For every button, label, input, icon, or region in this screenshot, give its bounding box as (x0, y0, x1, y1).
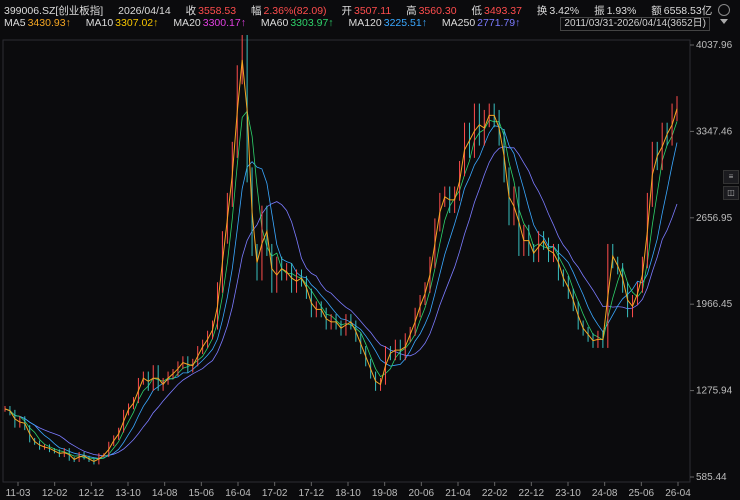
x-tick-label: 11-03 (6, 488, 31, 499)
x-tick-label: 21-04 (445, 488, 471, 499)
x-tick-label: 14-08 (152, 488, 178, 499)
x-tick-label: 16-04 (225, 488, 251, 499)
x-tick-label: 22-02 (482, 488, 508, 499)
ma20-label: MA20 (173, 17, 201, 29)
x-tick-label: 18-10 (335, 488, 361, 499)
x-tick-label: 24-08 (592, 488, 618, 499)
sidebar-button-2[interactable]: ◫ (723, 186, 739, 200)
date-label: 2026/04/14 (118, 5, 171, 17)
amount-value: 6558.53亿 (663, 5, 713, 17)
close-value: 3558.53 (198, 5, 237, 17)
x-tick-label: 12-02 (42, 488, 68, 499)
turnover-value: 3.42% (549, 5, 580, 17)
date-range-box[interactable]: 2011/03/31-2026/04/14(3652日) (560, 17, 710, 31)
price-series (4, 35, 678, 465)
amplitude-label: 振 (594, 5, 605, 17)
change-value: 2.36%(82.09) (263, 5, 327, 17)
ma60-value: 3303.97↑ (290, 17, 334, 29)
x-axis: 11-03 12-02 12-12 13-10 14-08 15-06 16-04 17-02… (6, 482, 691, 499)
chart-background (0, 32, 740, 500)
x-tick-label: 20-06 (409, 488, 435, 499)
ma-row: MA5 3430.93↑ MA10 3307.02↑ MA20 3300.17↑ MA… (4, 17, 522, 29)
y-tick-label: 4037.96 (696, 40, 733, 51)
price-chart[interactable]: 4037.96 3347.46 2656.95 1966.45 1275.94 585.4… (0, 32, 740, 500)
chart-grid (2, 39, 691, 483)
turnover-label: 换 (536, 5, 548, 17)
y-tick-label: 2656.95 (696, 213, 733, 224)
open-label: 开 (341, 5, 352, 17)
x-tick-label: 23-10 (555, 488, 581, 499)
ma10-value: 3307.02↑ (115, 17, 159, 29)
amplitude-value: 1.93% (606, 5, 637, 17)
chevron-down-icon[interactable] (720, 19, 728, 24)
gear-icon[interactable] (718, 4, 730, 16)
symbol-label[interactable]: 399006.SZ[创业板指] (4, 5, 104, 17)
ma250-value: 2771.79↑ (477, 17, 521, 29)
close-label: 收 (185, 5, 197, 17)
x-tick-label: 19-08 (372, 488, 398, 499)
low-label: 低 (471, 5, 482, 17)
low-value: 3493.37 (483, 5, 522, 17)
sidebar-button-1[interactable]: ≡ (723, 170, 739, 184)
high-label: 高 (406, 5, 417, 17)
y-tick-label: 1275.94 (696, 386, 733, 397)
x-tick-label: 17-12 (299, 488, 325, 499)
plot-border (2, 39, 691, 483)
x-tick-label: 25-06 (629, 488, 655, 499)
amount-label: 额 (651, 5, 662, 17)
ma120-line (4, 125, 678, 459)
x-tick-label: 15-06 (189, 488, 215, 499)
change-label: 幅 (251, 5, 262, 17)
ma10-label: MA10 (85, 17, 114, 29)
quote-row: 399006.SZ[创业板指] 2026/04/14 收 3558.53 幅 2.3… (4, 3, 714, 18)
open-value: 3507.11 (353, 5, 392, 17)
y-tick-label: 585.44 (696, 472, 727, 483)
y-tick-label: 3347.46 (696, 126, 733, 137)
ma20-value: 3300.17↑ (202, 17, 246, 29)
x-tick-label: 17-02 (262, 488, 288, 499)
x-tick-label: 26-04 (665, 488, 691, 499)
ma120-label: MA120 (348, 17, 382, 29)
ma60-label: MA60 (260, 17, 289, 29)
x-tick-label: 13-10 (115, 488, 141, 499)
ma5-line (4, 59, 678, 462)
ma120-value: 3225.51↑ (383, 17, 427, 29)
ma250-line (4, 146, 678, 457)
y-axis: 4037.96 3347.46 2656.95 1966.45 1275.94 585.4… (690, 40, 733, 483)
y-tick-label: 1966.45 (696, 299, 733, 310)
x-tick-label: 22-12 (519, 488, 545, 499)
ma250-label: MA250 (441, 17, 476, 29)
ma5-value: 3430.93↑ (27, 17, 71, 29)
header-bar: 399006.SZ[创业板指] 2026/04/14 收 3558.53 幅 2.3… (0, 0, 740, 32)
high-value: 3560.30 (418, 5, 457, 17)
x-tick-label: 12-12 (79, 488, 105, 499)
ma5-label: MA5 (4, 17, 26, 29)
